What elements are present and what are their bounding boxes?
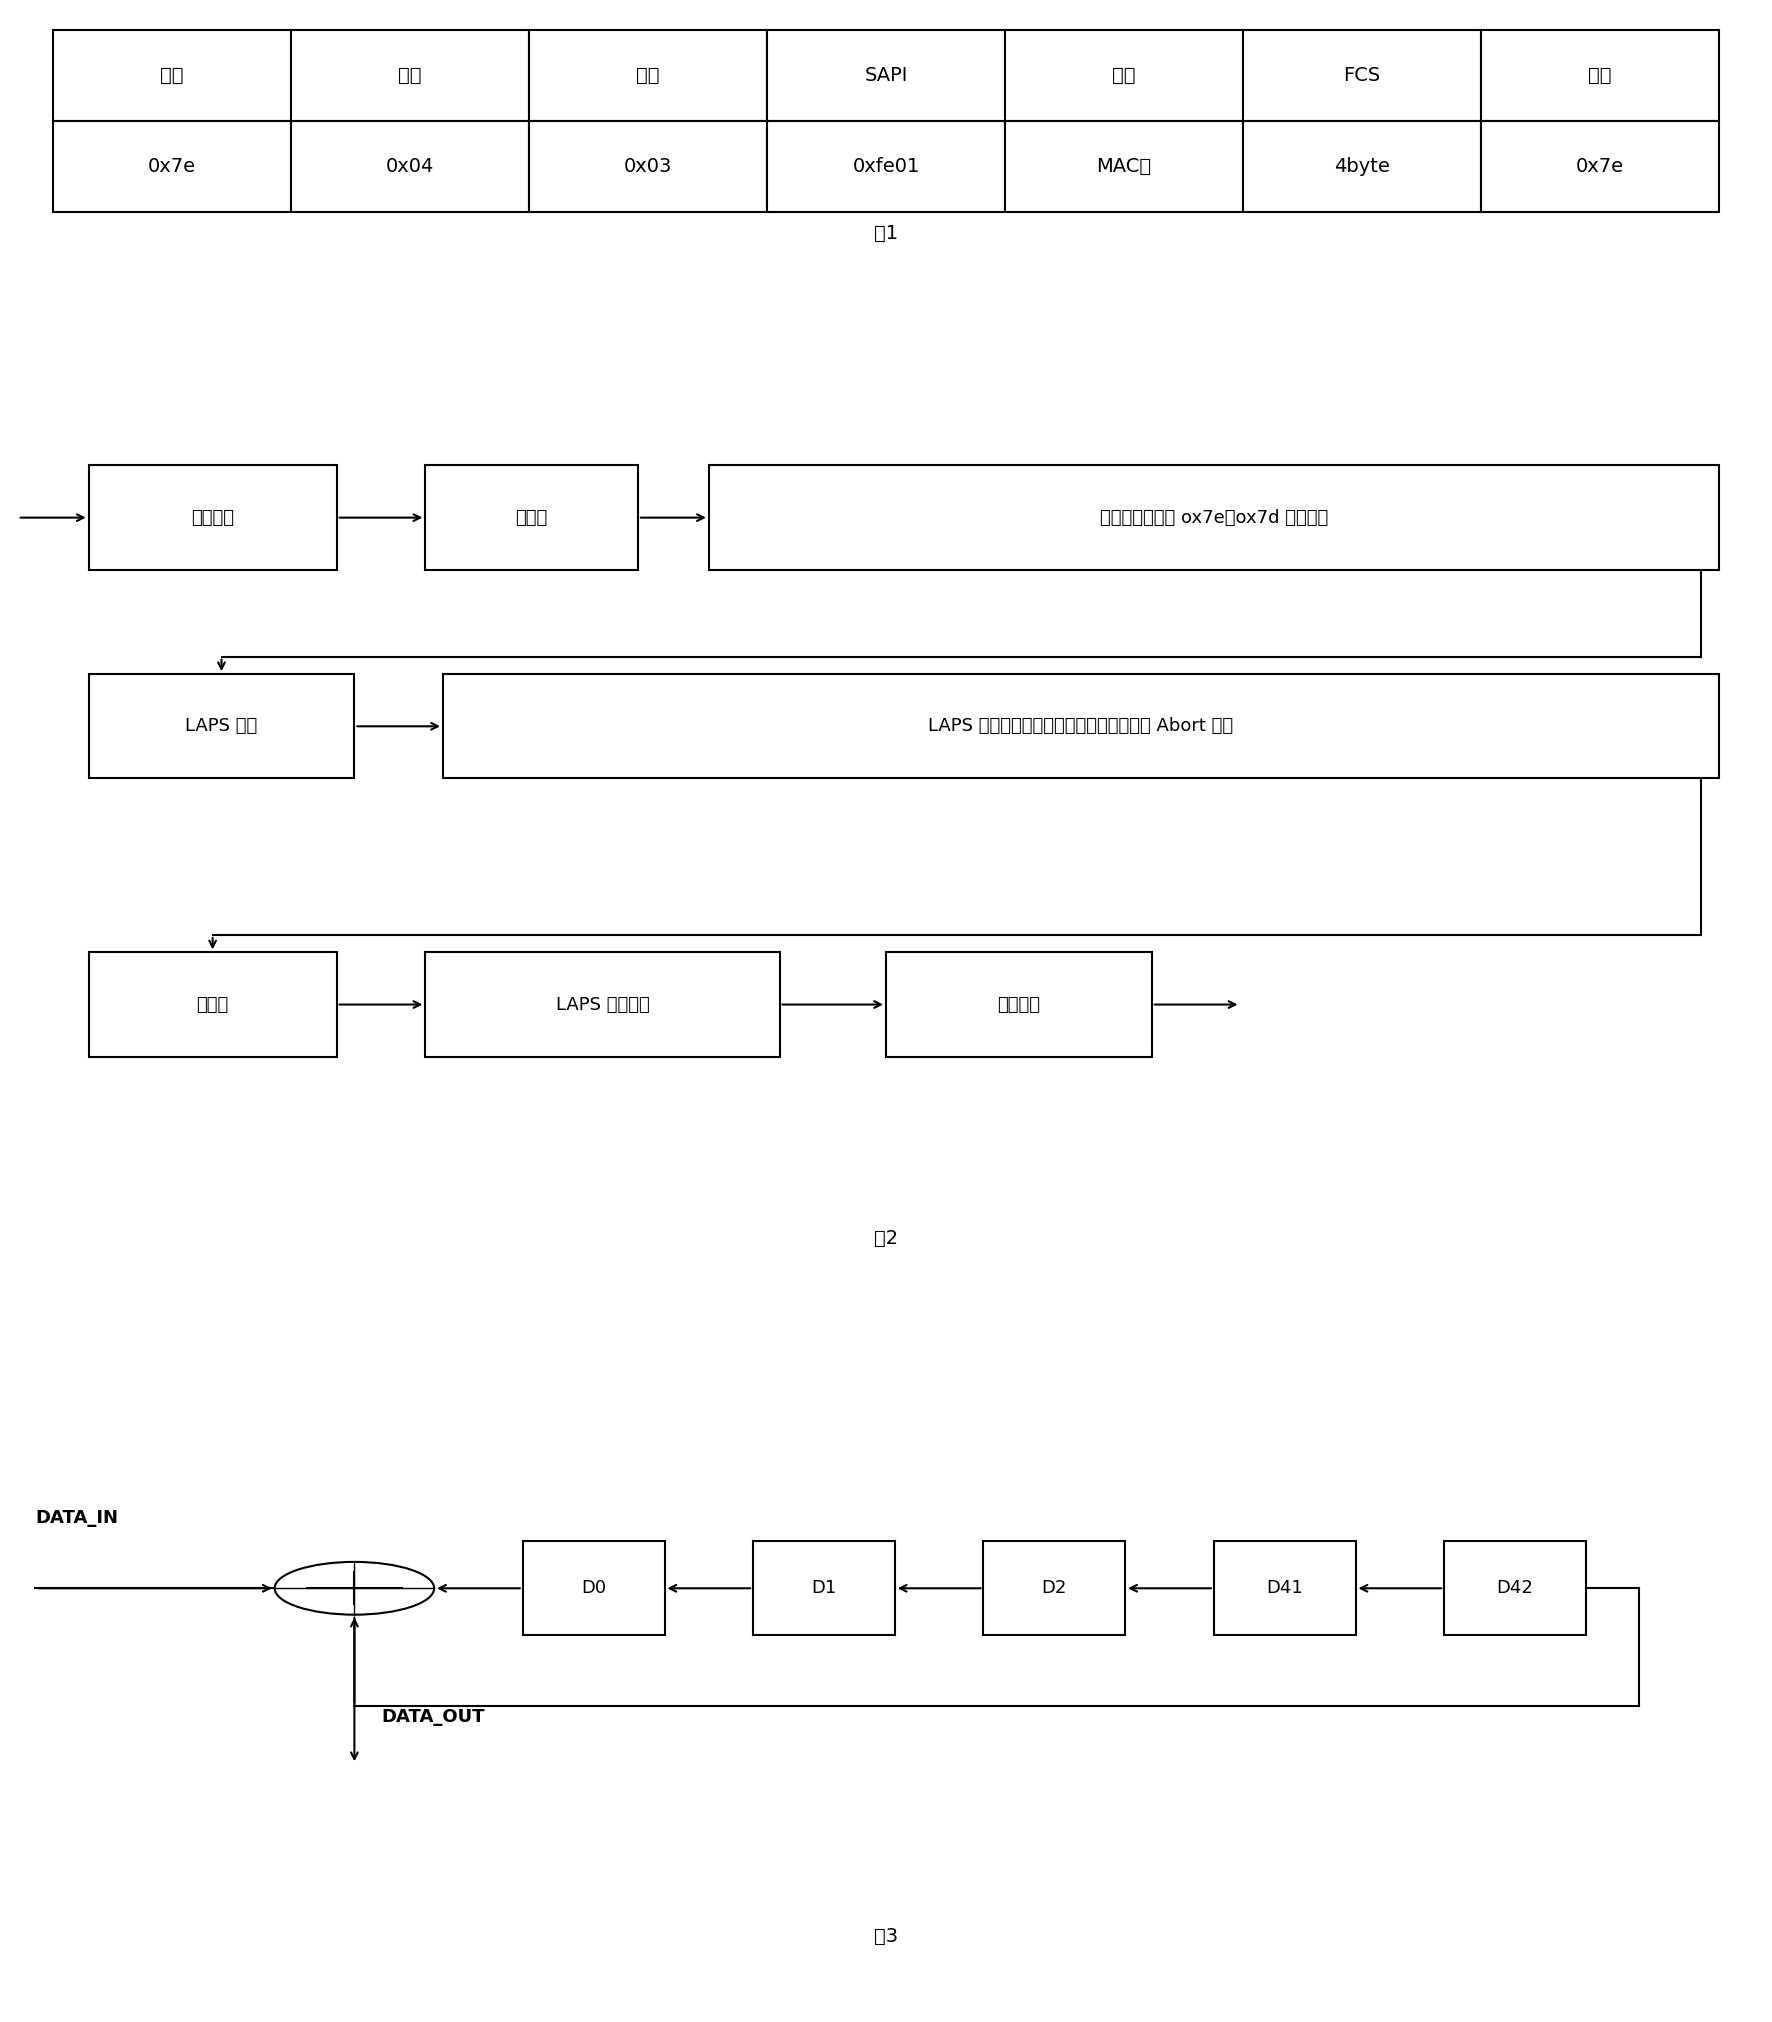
- Text: 标志: 标志: [161, 67, 184, 85]
- Bar: [767, 121, 1005, 212]
- Text: 0x7e: 0x7e: [1575, 158, 1623, 176]
- Text: 遍历所有字节对 ox7e、ox7d 等做标识: 遍历所有字节对 ox7e、ox7d 等做标识: [1100, 510, 1327, 526]
- Text: SAPI: SAPI: [865, 67, 907, 85]
- Text: 0x7e: 0x7e: [149, 158, 197, 176]
- Text: D1: D1: [812, 1579, 836, 1597]
- Bar: [1242, 121, 1481, 212]
- Text: LAPS 定帧: LAPS 定帧: [186, 718, 257, 736]
- Bar: [530, 30, 767, 121]
- Text: D0: D0: [581, 1579, 606, 1597]
- Bar: [1005, 30, 1242, 121]
- Bar: [1444, 1541, 1586, 1636]
- Text: 图3: 图3: [874, 1927, 898, 1945]
- Bar: [1242, 30, 1481, 121]
- Text: 地址: 地址: [399, 67, 422, 85]
- Bar: [291, 30, 530, 121]
- Bar: [530, 121, 767, 212]
- Bar: [983, 1541, 1125, 1636]
- Text: 0xfe01: 0xfe01: [852, 158, 920, 176]
- Text: 4byte: 4byte: [1334, 158, 1389, 176]
- Text: 输出接口: 输出接口: [998, 995, 1040, 1013]
- Bar: [1481, 121, 1719, 212]
- Bar: [443, 673, 1719, 778]
- Bar: [425, 465, 638, 570]
- Text: 标志: 标志: [1588, 67, 1611, 85]
- Bar: [1005, 121, 1242, 212]
- Text: 控制: 控制: [636, 67, 659, 85]
- Text: 0x04: 0x04: [386, 158, 434, 176]
- Text: 数据: 数据: [1113, 67, 1136, 85]
- Text: DATA_IN: DATA_IN: [35, 1508, 119, 1527]
- Text: FCS: FCS: [1343, 67, 1380, 85]
- Bar: [709, 465, 1719, 570]
- Bar: [291, 121, 530, 212]
- Bar: [89, 952, 337, 1058]
- Text: 输入接口: 输入接口: [191, 510, 234, 526]
- Text: 图1: 图1: [874, 224, 898, 243]
- Bar: [767, 30, 1005, 121]
- Bar: [53, 121, 291, 212]
- Bar: [1214, 1541, 1356, 1636]
- Text: 解扰码: 解扰码: [516, 510, 548, 526]
- Text: 图2: 图2: [874, 1229, 898, 1248]
- Text: D42: D42: [1497, 1579, 1533, 1597]
- Bar: [886, 952, 1152, 1058]
- Bar: [89, 465, 337, 570]
- Text: DATA_OUT: DATA_OUT: [381, 1709, 484, 1727]
- Bar: [53, 30, 291, 121]
- Text: 帧校验: 帧校验: [197, 995, 229, 1013]
- Bar: [753, 1541, 895, 1636]
- Bar: [523, 1541, 664, 1636]
- Text: LAPS 净荷提取: LAPS 净荷提取: [556, 995, 649, 1013]
- Text: 0x03: 0x03: [624, 158, 672, 176]
- Text: D41: D41: [1267, 1579, 1302, 1597]
- Bar: [89, 673, 354, 778]
- Circle shape: [275, 1561, 434, 1616]
- Bar: [425, 952, 780, 1058]
- Text: D2: D2: [1042, 1579, 1067, 1597]
- Text: MAC帧: MAC帧: [1097, 158, 1152, 176]
- Text: LAPS 转义处理、丢弃速率适配字段、检测 Abort 字段: LAPS 转义处理、丢弃速率适配字段、检测 Abort 字段: [929, 718, 1233, 736]
- Bar: [1481, 30, 1719, 121]
